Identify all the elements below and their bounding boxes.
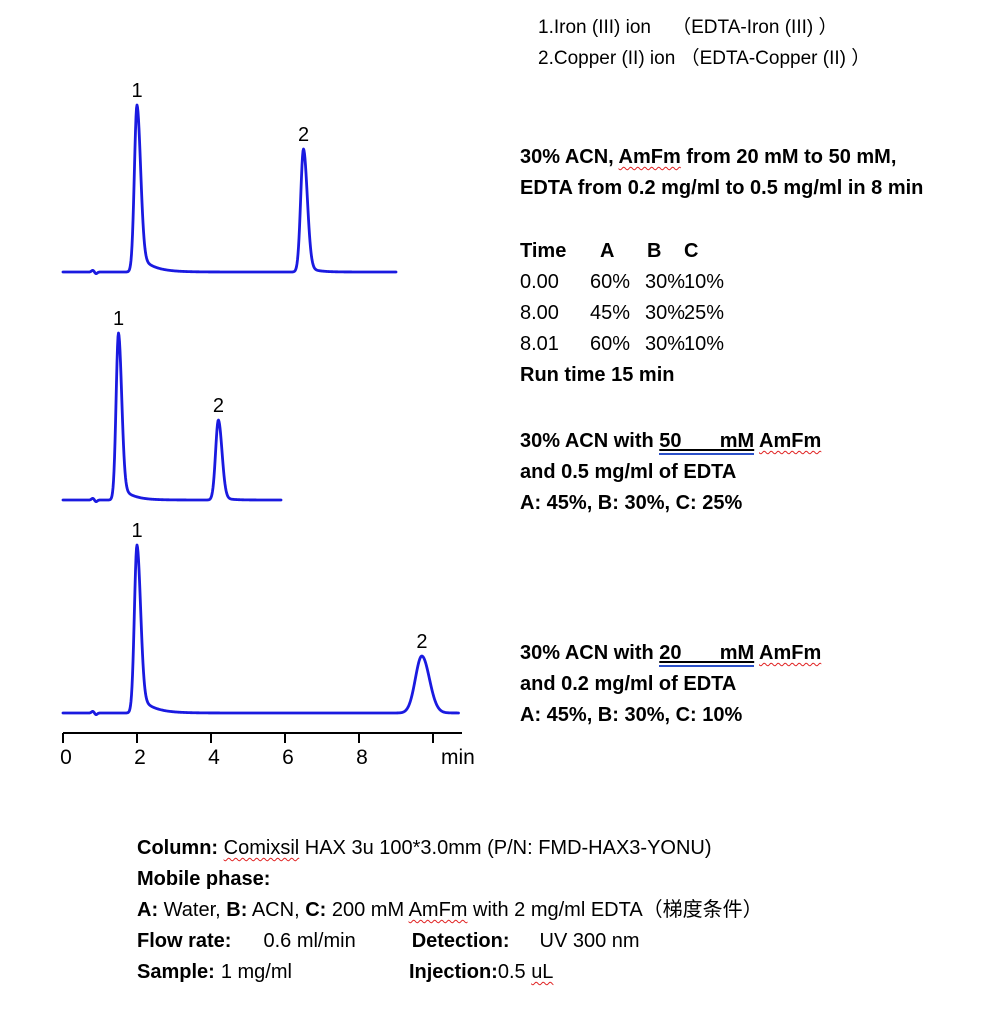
injection-value-pre: 0.5 — [497, 961, 532, 983]
cell-time: 8.00 — [520, 302, 559, 324]
cell-a: 60% — [590, 333, 631, 355]
table-row: 8.01 60% 30% 10% — [520, 329, 730, 360]
c-value-pre: 200 mM — [326, 899, 409, 921]
peak-label: 1 — [131, 520, 143, 542]
x-tick-label: 8 — [356, 746, 368, 769]
x-tick-label: 0 — [60, 746, 72, 769]
injection-label: Injection: — [408, 961, 498, 983]
gradient-line1-misspelled: AmFm — [618, 146, 681, 168]
a-value: Water, — [158, 899, 227, 921]
iso-20mm-misspelled: AmFm — [759, 642, 822, 664]
injection-misspelled: uL — [531, 961, 554, 983]
b-value: ACN, — [247, 899, 306, 921]
iso-20mm-line1: 30% ACN with 20 mM AmFm — [520, 638, 821, 669]
x-axis-unit: min — [441, 746, 475, 769]
chromatogram-trace — [61, 103, 398, 276]
header-b: B — [647, 240, 662, 262]
cell-b: 30% — [645, 333, 686, 355]
peak-label: 1 — [112, 308, 125, 330]
header-a: A — [600, 240, 615, 262]
gradient-method-line1: 30% ACN, AmFm from 20 mM to 50 mM, — [520, 142, 923, 173]
iso-20mm-pre: 30% ACN with — [520, 642, 660, 664]
injection-value: 0.5 uL — [498, 961, 554, 983]
x-tick-label: 2 — [134, 746, 146, 769]
cell-c: 25% — [684, 302, 725, 324]
iso-20mm-line2: and 0.2 mg/ml of EDTA — [520, 673, 737, 695]
x-tick-label: 4 — [208, 746, 220, 769]
iso-50mm-line1: 30% ACN with 50 mM AmFm — [520, 426, 821, 457]
header-c: C — [684, 240, 699, 262]
cell-time: 0.00 — [520, 271, 559, 293]
iso-50mm-misspelled: AmFm — [759, 430, 822, 452]
peak-label: 2 — [212, 395, 224, 417]
conditions-block: Column: Comixsil HAX 3u 100*3.0mm (P/N: … — [137, 833, 763, 988]
chromatogram-trace — [61, 331, 283, 504]
header-time: Time — [520, 240, 567, 262]
peak-label: 2 — [297, 124, 310, 146]
gradient-line1-pre: 30% ACN, — [520, 146, 619, 168]
table-row: 0.00 60% 30% 10% — [520, 267, 730, 298]
column-label: Column: — [137, 837, 224, 859]
c-value-post: with 2 mg/ml EDTA — [467, 899, 643, 921]
mobile-phase-line: Mobile phase: — [137, 864, 763, 895]
chromatogram-plot — [61, 103, 462, 743]
a-label: A: — [137, 899, 159, 921]
iso-50mm-underlined: 50 mM — [659, 430, 755, 455]
b-label: B: — [226, 899, 248, 921]
gradient-line1-post: from 20 mM to 50 mM, — [680, 146, 897, 168]
plot-label-layer: 1 2 1 2 1 2 0 2 4 6 8 — [0, 0, 500, 790]
c-label: C: — [305, 899, 327, 921]
cell-time: 8.01 — [520, 333, 559, 355]
detection-value: UV 300 nm — [539, 930, 640, 952]
cell-b: 30% — [645, 302, 686, 324]
legend-line-iron: 1.Iron (III) ion （EDTA-Iron (III) ） — [538, 17, 838, 38]
flow-rate-value: 0.6 ml/min — [263, 930, 356, 952]
mobile-phase-label: Mobile phase: — [137, 868, 271, 890]
sample-label: Sample: — [137, 961, 215, 983]
sample-injection-line: Sample: 1 mg/ml Injection:0.5 uL — [137, 957, 763, 988]
iso-50mm-method-block: 30% ACN with 50 mM AmFm and 0.5 mg/ml of… — [520, 426, 821, 519]
iso-20mm-line3: A: 45%, B: 30%, C: 10% — [520, 704, 743, 726]
c-value-cn: （梯度条件） — [642, 899, 763, 921]
cell-a: 60% — [590, 271, 631, 293]
flow-detection-line: Flow rate: 0.6 ml/min Detection: UV 300 nm — [137, 926, 763, 957]
table-row: 8.00 45% 30% 25% — [520, 298, 730, 329]
cell-c: 10% — [684, 333, 725, 355]
column-misspelled: Comixsil — [223, 837, 300, 859]
gradient-method-block: 30% ACN, AmFm from 20 mM to 50 mM, EDTA … — [520, 142, 923, 204]
column-line: Column: Comixsil HAX 3u 100*3.0mm (P/N: … — [137, 833, 763, 864]
iso-50mm-line3: A: 45%, B: 30%, C: 25% — [520, 492, 743, 514]
peak-legend: 1.Iron (III) ion （EDTA-Iron (III) ） 2.Co… — [538, 12, 870, 74]
x-axis — [62, 732, 462, 743]
timetable-header-row: Time A B C — [520, 236, 730, 267]
iso-50mm-line2: and 0.5 mg/ml of EDTA — [520, 461, 737, 483]
cell-a: 45% — [590, 302, 631, 324]
gradient-timetable: Time A B C 0.00 60% 30% 10% 8.00 45% 30%… — [520, 236, 730, 391]
x-tick-label: 6 — [282, 746, 294, 769]
peak-label: 1 — [131, 80, 143, 102]
peak-label: 2 — [416, 631, 428, 653]
c-misspelled: AmFm — [408, 899, 468, 921]
column-rest: HAX 3u 100*3.0mm (P/N: FMD-HAX3-YONU) — [299, 837, 712, 859]
abc-line: A: Water, B: ACN, C: 200 mM AmFm with 2 … — [137, 895, 763, 926]
sample-value: 1 mg/ml — [220, 961, 292, 983]
flow-rate-label: Flow rate: — [137, 930, 232, 952]
detection-label: Detection: — [411, 930, 510, 952]
iso-20mm-underlined: 20 mM — [659, 642, 755, 667]
cell-c: 10% — [684, 271, 725, 293]
iso-50mm-pre: 30% ACN with — [520, 430, 660, 452]
run-time-note: Run time 15 min — [520, 364, 675, 386]
legend-line-copper: 2.Copper (II) ion （EDTA-Copper (II) ） — [538, 48, 871, 69]
chromatogram-trace — [61, 543, 460, 717]
cell-b: 30% — [645, 271, 686, 293]
iso-20mm-method-block: 30% ACN with 20 mM AmFm and 0.2 mg/ml of… — [520, 638, 821, 731]
gradient-method-line2: EDTA from 0.2 mg/ml to 0.5 mg/ml in 8 mi… — [520, 177, 924, 199]
